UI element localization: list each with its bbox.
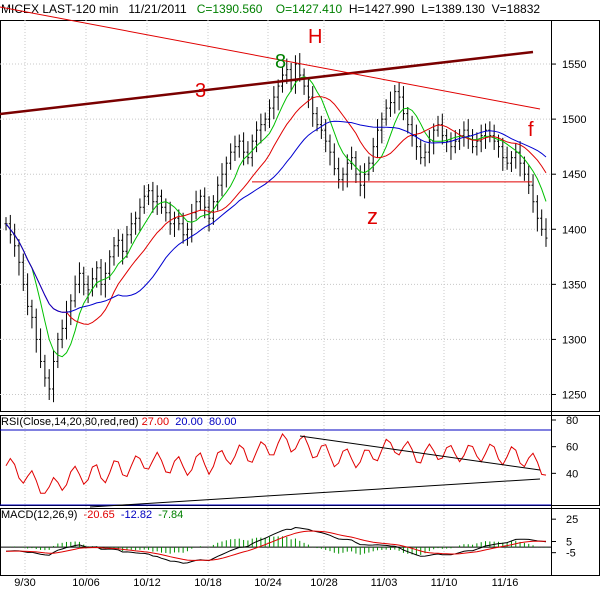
low-label: L=1389.130 (421, 2, 485, 16)
price-tick-label-1500: 1500 (562, 114, 586, 126)
x-tick-label-1: 10/06 (72, 577, 100, 589)
rsi-value-1: 27.00 (141, 416, 170, 428)
volume-label: V=18832 (491, 2, 541, 16)
moving-average-blue (5, 120, 547, 313)
rsi-value-3: 80.00 (208, 416, 237, 428)
x-tick-label-5: 10/28 (310, 577, 338, 589)
rsi-trendline-bottom (89, 478, 541, 508)
x-tick-label-2: 10/12 (133, 577, 161, 589)
price-tick-label-1400: 1400 (562, 224, 586, 236)
price-tick-label-1250: 1250 (562, 389, 586, 401)
annotation-8: 8 (275, 51, 286, 73)
price-tick-label-1300: 1300 (562, 334, 586, 346)
x-tick-label-6: 11/03 (371, 577, 398, 589)
macd-tick-label-5: 5 (566, 537, 572, 549)
rsi-line (5, 433, 547, 494)
macd-value-2: -12.82 (120, 509, 153, 521)
macd-pane-label: MACD(12,26,9) -20.65 -12.82 -7.84 (1, 509, 183, 521)
falling-trendline (0, 6, 541, 110)
rsi-value-2: 20.00 (175, 416, 203, 428)
rsi-tick-label-40: 40 (566, 468, 578, 480)
open-label: O=1427.410 (275, 2, 343, 16)
x-tick-label-8: 11/16 (492, 577, 519, 589)
rsi-tick-label-80: 80 (566, 415, 578, 427)
x-tick-label-7: 11/10 (431, 577, 458, 589)
price-tick-label-1450: 1450 (562, 169, 586, 181)
rsi-pane-label: RSI(Close,14,20,80,red,red) 27.00 20.00 … (1, 416, 236, 428)
close-label: C=1390.560 (196, 2, 263, 16)
price-tick-label-1550: 1550 (562, 59, 586, 71)
rsi-name: RSI(Close,14,20,80,red,red) (1, 416, 139, 428)
date-label: 11/21/2011 (128, 2, 187, 16)
annotation-h: H (308, 26, 322, 48)
high-label: H=1427.990 (348, 2, 415, 16)
annotation-f: f (528, 119, 534, 141)
macd-name: MACD(12,26,9) (1, 509, 78, 521)
rising-trendline (0, 50, 534, 116)
x-tick-label-0: 9/30 (14, 577, 35, 589)
macd-line (5, 526, 547, 564)
macd-tick-label-25: 25 (566, 514, 578, 526)
macd-value-3: -7.84 (158, 509, 184, 521)
moving-average-green (5, 76, 547, 358)
macd-signal-line (5, 530, 547, 561)
annotation-3: 3 (195, 80, 206, 102)
annotation-z: z (367, 204, 378, 229)
macd-tick-label--5: -5 (566, 548, 576, 560)
moving-average-red (5, 96, 547, 325)
rsi-tick-label-60: 60 (566, 442, 578, 454)
macd-value-1: -20.65 (83, 509, 115, 521)
x-tick-label-3: 10/18 (194, 577, 222, 589)
pane-frame-1 (0, 415, 600, 506)
price-tick-label-1350: 1350 (562, 279, 586, 291)
x-tick-label-4: 10/24 (254, 577, 282, 589)
rsi-trendline-top (299, 435, 541, 471)
